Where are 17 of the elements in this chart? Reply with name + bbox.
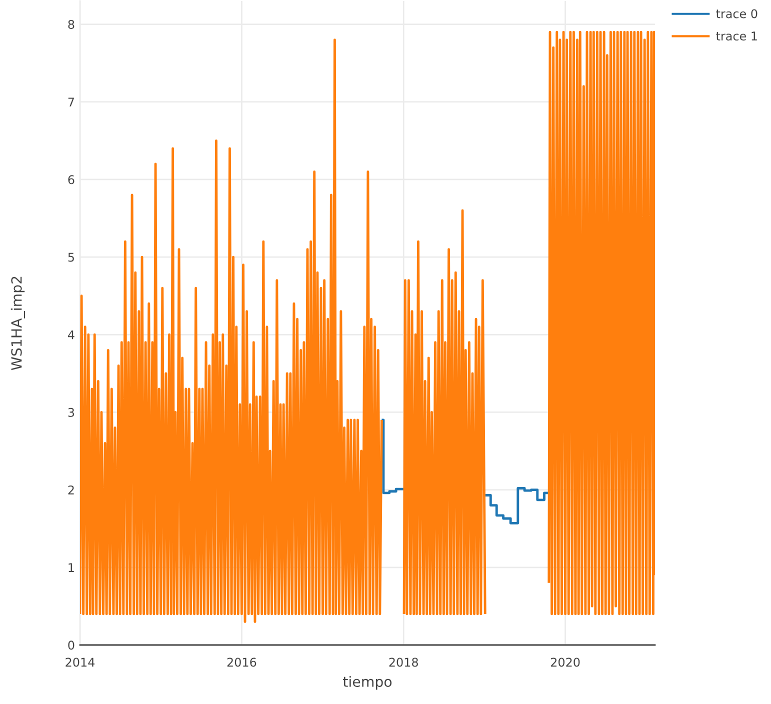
y-tick-label: 5 (68, 252, 74, 262)
y-tick-label: 6 (68, 175, 74, 184)
x-tick-label: 2018 (389, 658, 418, 667)
x-tick-label: 2016 (227, 658, 256, 667)
y-axis-title: WS1HA_imp2 (10, 276, 25, 370)
y-tick-label: 2 (68, 485, 74, 494)
y-tick-label: 8 (68, 20, 74, 29)
y-tick-label: 7 (68, 98, 74, 106)
legend-label: trace 1 (716, 32, 757, 41)
y-tick-label: 3 (68, 408, 74, 417)
x-axis-title: tiempo (343, 676, 392, 690)
y-tick-label: 1 (68, 563, 74, 572)
x-tick-label: 2020 (550, 658, 580, 667)
x-tick-label: 2014 (66, 658, 95, 667)
legend-label: trace 0 (716, 9, 758, 18)
y-tick-label: 4 (68, 330, 74, 340)
y-tick-label: 0 (68, 640, 74, 650)
